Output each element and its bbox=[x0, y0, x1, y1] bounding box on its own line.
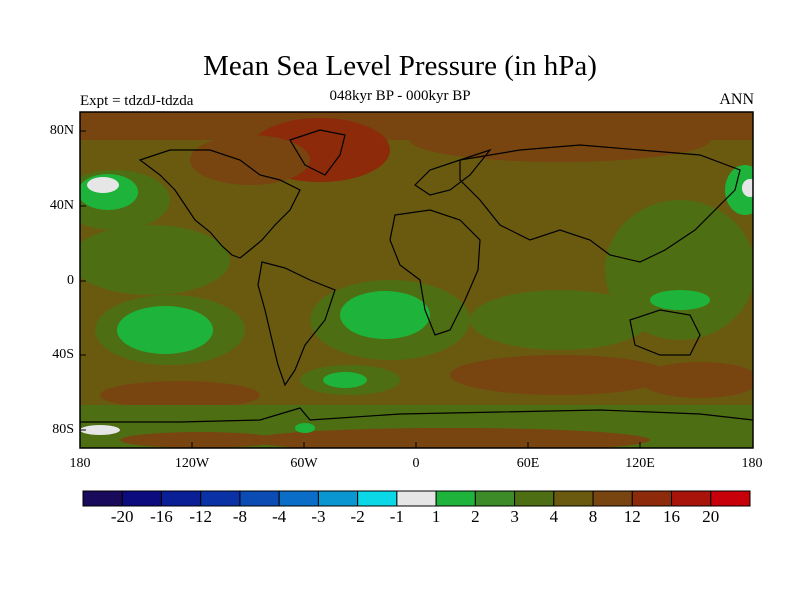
colorbar bbox=[82, 490, 751, 507]
lat-label-80s: 80S bbox=[52, 422, 74, 437]
chart-title: Mean Sea Level Pressure (in hPa) bbox=[203, 50, 597, 82]
field-southeast-pacific-high bbox=[640, 362, 753, 398]
pressure-field bbox=[80, 112, 753, 448]
colorbar-swatch bbox=[396, 490, 437, 507]
chart-subtitle: 048kyr BP - 000kyr BP bbox=[329, 88, 471, 104]
lat-label-40n: 40N bbox=[49, 198, 74, 213]
colorbar-label: -3 bbox=[311, 507, 326, 526]
coast-north-america bbox=[138, 149, 301, 259]
field-antarctic-high bbox=[250, 428, 650, 448]
colorbar-swatch bbox=[357, 490, 398, 507]
colorbar-label: -8 bbox=[232, 507, 248, 526]
colorbar-label: -2 bbox=[350, 507, 365, 526]
colorbar-label: -4 bbox=[272, 507, 287, 526]
field-north-atlantic bbox=[190, 135, 310, 185]
colorbar-label: 20 bbox=[702, 507, 720, 526]
coast-australia bbox=[629, 309, 701, 356]
lon-label-60w: 60W bbox=[290, 456, 318, 471]
coast-greenland bbox=[289, 129, 346, 176]
field-ross-sea-core bbox=[80, 425, 120, 435]
field-northwest-pacific-green bbox=[725, 165, 753, 215]
coast-south-america bbox=[257, 261, 336, 387]
colorbar-label: 8 bbox=[588, 507, 598, 526]
colorbar-swatch bbox=[278, 490, 319, 507]
field-northwest-pacific-core bbox=[742, 179, 753, 197]
field-southern-ocean-low bbox=[323, 372, 367, 388]
field-indian-ocean bbox=[470, 290, 650, 350]
lon-label-60e: 60E bbox=[516, 456, 540, 471]
field-maritime-continent bbox=[650, 290, 710, 310]
field-south-atlantic-low bbox=[340, 291, 430, 339]
experiment-label: Expt = tdzdJ-tdzda bbox=[80, 93, 194, 109]
colorbar-swatch bbox=[317, 490, 359, 507]
lat-label-0: 0 bbox=[67, 273, 74, 288]
colorbar-swatch bbox=[160, 490, 202, 507]
field-south-indian-high bbox=[450, 355, 670, 395]
colorbar-swatch bbox=[82, 490, 123, 507]
coastlines bbox=[80, 129, 753, 423]
coast-asia bbox=[459, 144, 741, 263]
lon-label-180e: 180 bbox=[741, 456, 763, 471]
coast-europe bbox=[414, 148, 492, 196]
lat-label-40s: 40S bbox=[52, 347, 74, 362]
colorbar-swatch bbox=[121, 490, 162, 507]
colorbar-label: 16 bbox=[663, 507, 681, 526]
coast-antarctica bbox=[80, 407, 753, 423]
lon-label-0: 0 bbox=[412, 456, 420, 471]
colorbar-label: 1 bbox=[431, 507, 441, 526]
axis-ticks bbox=[80, 130, 641, 448]
colorbar-swatch bbox=[200, 490, 241, 507]
colorbar-label: 3 bbox=[510, 507, 519, 526]
field-weddell-low bbox=[295, 423, 315, 433]
field-southwest-pacific-high bbox=[100, 381, 260, 409]
season-label: ANN bbox=[719, 91, 754, 108]
colorbar-label: 12 bbox=[623, 507, 641, 526]
field-west-pacific bbox=[605, 200, 753, 340]
field-north-pacific-core bbox=[87, 177, 119, 193]
colorbar-swatch bbox=[592, 490, 633, 507]
lon-label-120w: 120W bbox=[174, 456, 210, 471]
colorbar-swatch bbox=[474, 490, 516, 507]
field-siberia-band bbox=[410, 118, 710, 162]
colorbar-swatch bbox=[671, 490, 712, 507]
lat-label-80n: 80N bbox=[49, 123, 74, 138]
colorbar-swatch bbox=[710, 490, 751, 507]
colorbar-swatch bbox=[553, 490, 594, 507]
lon-label-180w: 180 bbox=[69, 456, 91, 471]
colorbar-swatch bbox=[631, 490, 673, 507]
field-antarctic-pacific-high bbox=[120, 432, 280, 448]
field-south-pacific-low bbox=[117, 306, 213, 354]
colorbar-label: 4 bbox=[549, 507, 559, 526]
colorbar-label: -1 bbox=[389, 507, 404, 526]
colorbar-label: -12 bbox=[189, 507, 213, 526]
lon-label-120e: 120E bbox=[625, 456, 655, 471]
field-east-pacific bbox=[80, 225, 230, 295]
colorbar-swatch bbox=[514, 490, 555, 507]
coast-africa bbox=[389, 209, 481, 336]
colorbar-label: -16 bbox=[150, 507, 173, 526]
colorbar-label: -20 bbox=[110, 507, 134, 526]
colorbar-swatch bbox=[239, 490, 280, 507]
colorbar-swatch bbox=[435, 490, 476, 507]
colorbar-label: 2 bbox=[471, 507, 480, 526]
